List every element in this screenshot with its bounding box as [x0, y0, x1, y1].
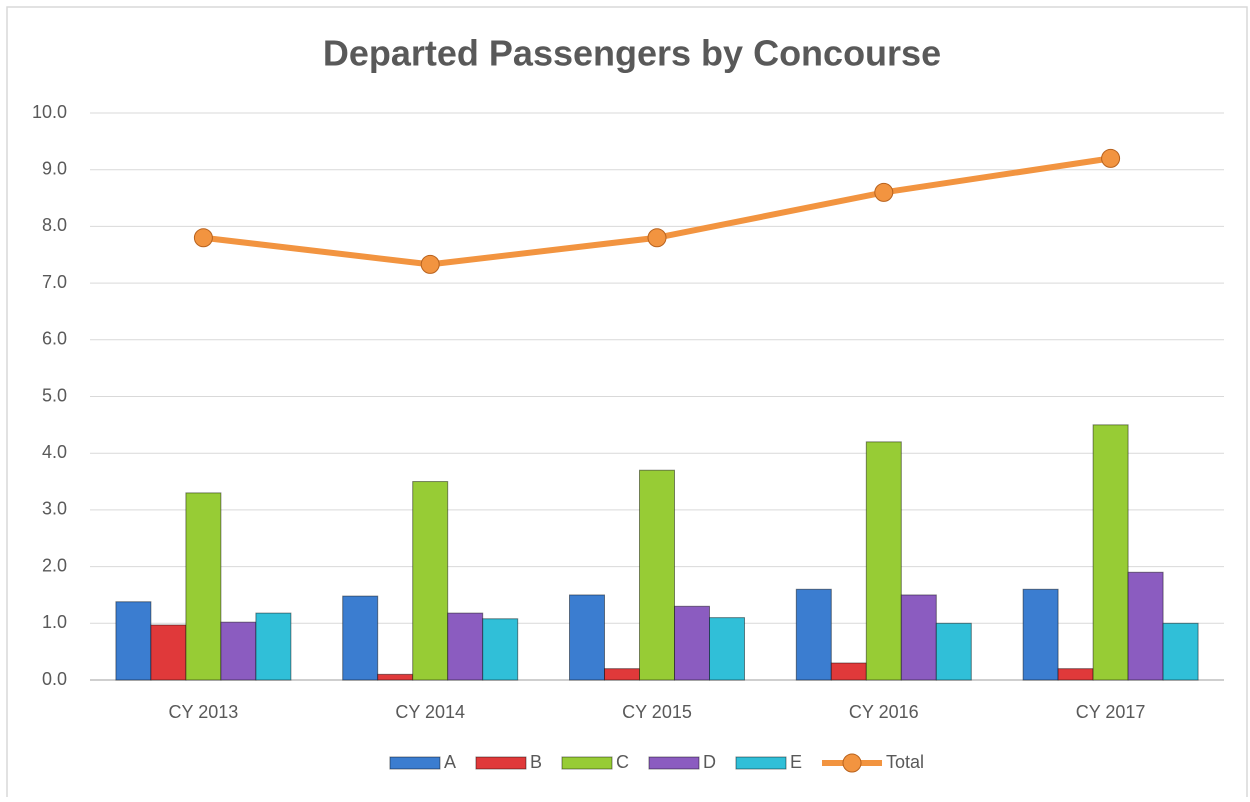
bar: [795, 588, 832, 681]
line-marker: [1101, 148, 1121, 168]
y-tick-label: 3.0: [42, 499, 67, 519]
bar: [482, 618, 519, 681]
y-tick-label: 9.0: [42, 158, 67, 178]
bar: [900, 594, 937, 681]
bar: [1092, 424, 1129, 681]
y-tick-label: 1.0: [42, 612, 67, 632]
y-tick-label: 10.0: [32, 102, 67, 122]
x-tick-label: CY 2013: [169, 702, 239, 722]
line-marker: [420, 254, 440, 274]
bar: [342, 595, 379, 681]
bar: [447, 612, 484, 681]
line-marker: [647, 228, 667, 248]
y-tick-label: 2.0: [42, 555, 67, 575]
legend-label: E: [790, 752, 802, 772]
legend-label: C: [616, 752, 629, 772]
legend-swatch: [842, 753, 862, 773]
bar: [1127, 571, 1164, 681]
legend-label: D: [703, 752, 716, 772]
x-tick-label: CY 2016: [849, 702, 919, 722]
bar: [1057, 668, 1094, 681]
bar: [185, 492, 222, 681]
legend-swatch: [475, 756, 527, 770]
bar: [412, 481, 449, 681]
bar: [1022, 588, 1059, 681]
x-tick-label: CY 2014: [395, 702, 465, 722]
legend-label: Total: [886, 752, 924, 772]
y-tick-label: 0.0: [42, 669, 67, 689]
legend-swatch: [648, 756, 700, 770]
legend-swatch: [735, 756, 787, 770]
legend-label: B: [530, 752, 542, 772]
x-tick-label: CY 2015: [622, 702, 692, 722]
legend-label: A: [444, 752, 456, 772]
bar: [1162, 622, 1199, 681]
x-tick-label: CY 2017: [1076, 702, 1146, 722]
bar: [674, 605, 710, 681]
bar: [709, 617, 745, 681]
bar: [220, 621, 257, 681]
y-tick-label: 5.0: [42, 385, 67, 405]
chart-title: Departed Passengers by Concourse: [323, 33, 941, 74]
bar: [150, 624, 187, 681]
bar: [935, 622, 972, 681]
bar: [115, 601, 152, 681]
bar: [377, 673, 414, 681]
bar: [865, 441, 902, 681]
line-marker: [193, 228, 213, 248]
legend-swatch: [561, 756, 613, 770]
bar: [639, 469, 675, 681]
bar: [255, 612, 292, 681]
line-marker: [874, 182, 894, 202]
legend-swatch: [389, 756, 441, 770]
bar: [604, 668, 640, 681]
y-tick-label: 7.0: [42, 272, 67, 292]
bar: [569, 594, 605, 681]
y-tick-label: 4.0: [42, 442, 67, 462]
bar: [830, 662, 867, 681]
y-tick-label: 6.0: [42, 329, 67, 349]
y-tick-label: 8.0: [42, 215, 67, 235]
